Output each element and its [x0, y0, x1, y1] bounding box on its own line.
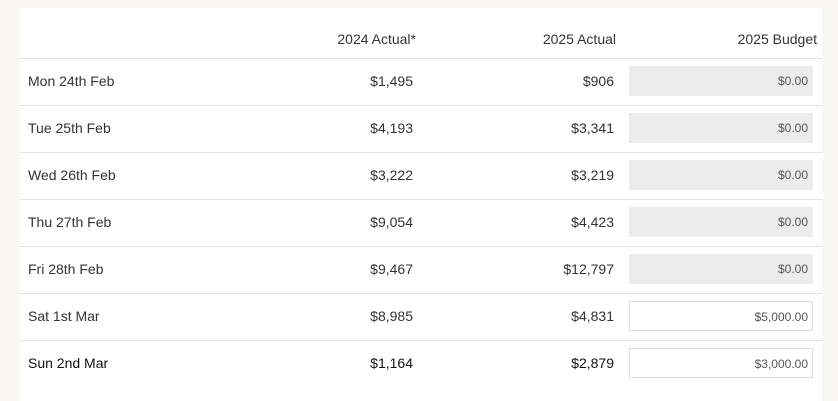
budget-input[interactable]: $3,000.00 [629, 348, 813, 378]
actual-2025: $12,797 [563, 261, 614, 277]
actual-2024: $8,985 [370, 308, 413, 324]
row-divider [20, 105, 822, 106]
actual-2025: $2,879 [571, 355, 614, 371]
budget-input: $0.00 [629, 66, 813, 96]
day-label: Wed 26th Feb [28, 167, 116, 183]
actual-2024: $4,193 [370, 120, 413, 136]
table-card: 2024 Actual* 2025 Actual 2025 Budget Mon 24… [20, 8, 822, 401]
actual-2024: $9,467 [370, 261, 413, 277]
header-divider [20, 58, 822, 59]
column-header: 2025 Budget [737, 31, 817, 47]
budget-input: $0.00 [629, 160, 813, 190]
actual-2024: $1,164 [370, 355, 413, 371]
row-divider [20, 152, 822, 153]
row-divider [20, 246, 822, 247]
budget-input: $0.00 [629, 254, 813, 284]
day-label: Tue 25th Feb [28, 120, 111, 136]
day-label: Fri 28th Feb [28, 261, 104, 277]
row-divider [20, 293, 822, 294]
day-label: Thu 27th Feb [28, 214, 112, 230]
actual-2024: $1,495 [370, 73, 413, 89]
row-divider [20, 199, 822, 200]
day-label: Mon 24th Feb [28, 73, 115, 89]
budget-input[interactable]: $5,000.00 [629, 301, 813, 331]
actual-2025: $3,341 [571, 120, 614, 136]
actual-2025: $4,831 [571, 308, 614, 324]
actual-2025: $4,423 [571, 214, 614, 230]
row-divider [20, 340, 822, 341]
actual-2024: $3,222 [370, 167, 413, 183]
column-header: 2024 Actual* [337, 31, 416, 47]
budget-input: $0.00 [629, 113, 813, 143]
actual-2025: $3,219 [571, 167, 614, 183]
budget-input: $0.00 [629, 207, 813, 237]
day-label: Sat 1st Mar [28, 308, 100, 324]
day-label: Sun 2nd Mar [28, 355, 109, 371]
actual-2025: $906 [582, 73, 614, 89]
actual-2024: $9,054 [370, 214, 413, 230]
column-header: 2025 Actual [542, 31, 616, 47]
